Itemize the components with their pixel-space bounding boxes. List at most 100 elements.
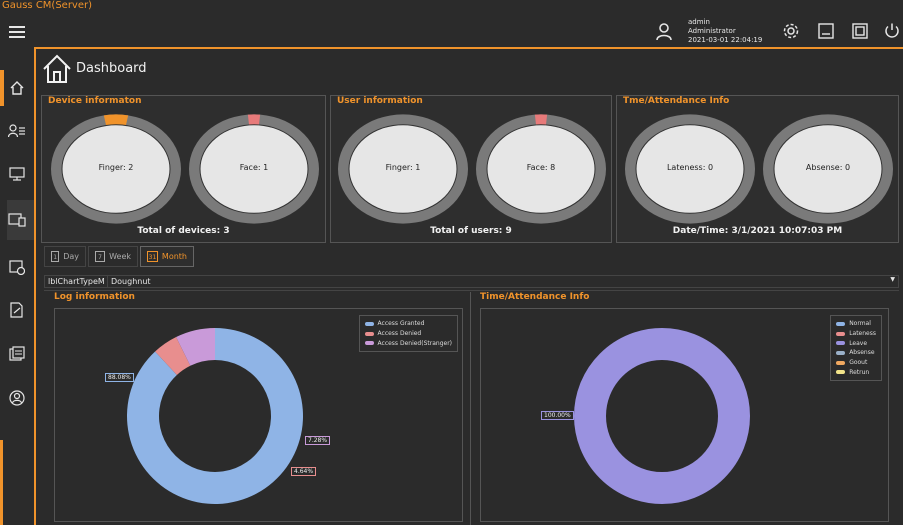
attendance-chart-legend: Normal Lateness Leave Absense Goout Retrun xyxy=(830,315,882,382)
sidebar-item-home[interactable] xyxy=(0,71,34,105)
legend-swatch xyxy=(836,360,846,365)
tab-week-label: Week xyxy=(109,252,131,261)
legend-entry: Access Denied(Stranger) xyxy=(364,338,452,348)
schedule-icon xyxy=(9,260,25,275)
summary-ring xyxy=(189,114,319,224)
calendar-day-icon: 1 xyxy=(51,251,60,262)
user-total: Total of users: 9 xyxy=(430,226,512,236)
calendar-week-icon: 7 xyxy=(95,251,106,262)
content-frame xyxy=(34,47,903,525)
sidebar-item-devices[interactable] xyxy=(0,203,34,237)
monitor-icon xyxy=(9,167,25,181)
sidebar-item-reports[interactable] xyxy=(0,337,34,371)
legend-label: Lateness xyxy=(849,330,876,338)
current-datetime: Date/Time: 3/1/2021 10:07:03 PM xyxy=(672,226,843,236)
attendance-chart-title: Time/Attendance Info xyxy=(480,292,590,302)
legend-swatch xyxy=(364,321,374,326)
log-chart-title: Log information xyxy=(54,292,135,302)
legend-swatch xyxy=(836,350,846,355)
ring-label: Face: 1 xyxy=(239,163,269,172)
maximize-window-icon[interactable] xyxy=(851,22,869,40)
time-info-panel: Tme/Attendance Info Lateness: 0 Absense:… xyxy=(616,95,899,243)
legend-label: Access Granted xyxy=(377,320,425,328)
legend-label: Goout xyxy=(849,359,868,367)
ring-label: Finger: 2 xyxy=(98,163,134,172)
summary-ring xyxy=(338,114,468,224)
legend-swatch xyxy=(836,321,846,326)
tab-day[interactable]: 1 Day xyxy=(44,246,86,267)
user-name: admin xyxy=(688,18,710,26)
legend-entry: Absense xyxy=(836,348,876,358)
doughnut-slice xyxy=(127,328,303,504)
legend-swatch xyxy=(364,341,374,346)
data-label: 4.64% xyxy=(291,467,317,476)
legend-entry: Lateness xyxy=(836,329,876,339)
data-label: 7.28% xyxy=(305,436,331,445)
legend-entry: Normal xyxy=(836,319,876,329)
chart-section-top-line xyxy=(44,290,899,291)
tab-month[interactable]: 31 Month xyxy=(140,246,194,267)
doughnut-slice xyxy=(155,337,191,375)
account-circle-icon xyxy=(9,390,25,406)
app-title: Gauss CM(Server) xyxy=(2,0,93,11)
sidebar-item-account[interactable] xyxy=(0,381,34,415)
legend-swatch xyxy=(836,331,846,336)
legend-label: Normal xyxy=(849,320,871,328)
summary-ring xyxy=(51,114,181,224)
user-panel-title: User information xyxy=(337,96,423,106)
ring-label: Face: 8 xyxy=(526,163,556,172)
sidebar-item-monitor[interactable] xyxy=(0,157,34,191)
ring-label: Finger: 1 xyxy=(385,163,421,172)
sidebar-item-schedule[interactable] xyxy=(0,250,34,284)
legend-label: Leave xyxy=(849,339,868,347)
user-icon xyxy=(656,23,672,41)
sidebar-active-indicator xyxy=(0,70,4,106)
chart-divider xyxy=(470,292,471,525)
ring-label: Absense: 0 xyxy=(805,163,851,172)
edit-document-icon xyxy=(10,302,23,318)
attendance-doughnut-chart xyxy=(574,328,750,504)
legend-entry: Access Granted xyxy=(364,319,452,329)
legend-label: Access Denied(Stranger) xyxy=(377,339,452,347)
doughnut-slice xyxy=(176,328,215,366)
gear-icon[interactable] xyxy=(782,22,800,40)
minimize-window-icon[interactable] xyxy=(817,22,835,40)
home-icon xyxy=(10,81,24,95)
chart-type-label: lblChartTypeM xyxy=(48,277,105,286)
legend-label: Access Denied xyxy=(377,330,422,338)
time-panel-title: Tme/Attendance Info xyxy=(623,96,730,106)
dashboard-home-icon xyxy=(43,54,71,83)
menu-icon[interactable] xyxy=(9,26,25,38)
ring-inner xyxy=(486,124,596,214)
user-role: Administrator xyxy=(688,27,736,35)
log-doughnut-chart xyxy=(127,328,303,504)
legend-swatch xyxy=(364,331,374,336)
ring-inner xyxy=(199,124,309,214)
legend-swatch xyxy=(836,370,846,375)
data-label: 88.08% xyxy=(105,373,134,382)
power-icon[interactable] xyxy=(883,22,901,40)
ring-inner xyxy=(61,124,171,214)
data-label: 100.00% xyxy=(541,411,574,420)
sidebar-item-users[interactable] xyxy=(0,114,34,148)
summary-ring xyxy=(476,114,606,224)
legend-entry: Retrun xyxy=(836,367,876,377)
page-title: Dashboard xyxy=(76,61,147,76)
chart-type-select[interactable]: Doughnut xyxy=(107,276,898,287)
sidebar-item-edit[interactable] xyxy=(0,293,34,327)
tab-day-label: Day xyxy=(63,252,79,261)
ring-inner xyxy=(348,124,458,214)
doughnut-slice xyxy=(574,328,750,504)
reports-icon xyxy=(9,346,25,361)
ring-inner xyxy=(773,124,883,214)
chevron-down-icon[interactable]: ▼ xyxy=(890,276,895,283)
summary-ring xyxy=(763,114,893,224)
summary-ring xyxy=(625,114,755,224)
legend-entry: Access Denied xyxy=(364,329,452,339)
ring-label: Lateness: 0 xyxy=(666,163,714,172)
user-info-panel: User information Finger: 1 Face: 8 Total… xyxy=(330,95,612,243)
devices-icon xyxy=(8,213,26,227)
ring-inner xyxy=(635,124,745,214)
tab-week[interactable]: 7 Week xyxy=(88,246,138,267)
attendance-chart-box: Normal Lateness Leave Absense Goout Retrun 10… xyxy=(480,308,889,522)
